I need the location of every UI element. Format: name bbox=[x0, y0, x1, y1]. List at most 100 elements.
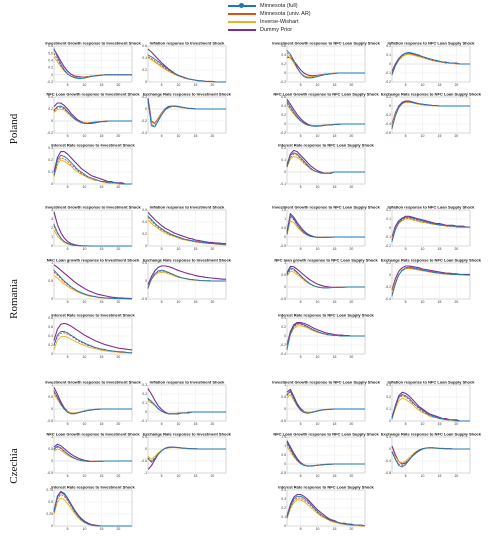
data-point bbox=[327, 172, 329, 174]
data-point bbox=[147, 54, 149, 56]
data-point bbox=[73, 244, 75, 246]
series-line bbox=[53, 445, 132, 462]
x-tick-label: 20 bbox=[117, 83, 121, 87]
data-point bbox=[177, 106, 180, 108]
y-tick-label: 0.2 bbox=[142, 232, 147, 236]
data-point bbox=[347, 335, 349, 337]
data-point bbox=[63, 240, 65, 243]
data-point bbox=[286, 273, 288, 275]
data-point bbox=[391, 127, 393, 130]
y-tick-label: 0.5 bbox=[281, 453, 286, 457]
data-point bbox=[124, 74, 126, 76]
legend-swatch bbox=[228, 29, 256, 31]
series-line bbox=[147, 265, 226, 285]
series-line bbox=[147, 212, 226, 245]
data-point bbox=[83, 460, 86, 462]
y-tick-label: 0.4 bbox=[48, 334, 53, 338]
x-tick-label: 5 bbox=[67, 474, 69, 478]
data-point bbox=[306, 500, 308, 502]
data-point bbox=[401, 54, 403, 56]
irf-chart: Exchange Rate response to Investment Sho… bbox=[141, 258, 232, 305]
data-point bbox=[411, 267, 413, 269]
data-point bbox=[327, 287, 329, 289]
data-point bbox=[327, 236, 329, 238]
x-tick-label: 5 bbox=[67, 247, 69, 251]
y-tick-label: -0.5 bbox=[47, 471, 53, 475]
data-point bbox=[147, 458, 149, 460]
series-line bbox=[391, 394, 470, 422]
series-line bbox=[391, 395, 470, 422]
y-tick-label: 0.3 bbox=[48, 146, 53, 150]
y-tick-label: 0.2 bbox=[142, 68, 147, 72]
data-point bbox=[391, 418, 393, 420]
data-point bbox=[347, 408, 349, 410]
data-point bbox=[167, 447, 169, 449]
y-tick-label: 0.5 bbox=[281, 273, 286, 277]
data-point bbox=[53, 344, 55, 346]
y-tick-label: 0.1 bbox=[386, 217, 391, 221]
data-point bbox=[421, 220, 424, 222]
x-tick-label: 15 bbox=[333, 247, 337, 251]
data-point bbox=[208, 242, 210, 244]
legend-marker bbox=[239, 3, 244, 8]
y-tick-label: 0.4 bbox=[281, 488, 286, 492]
data-point bbox=[114, 408, 116, 410]
y-tick-label: 0 bbox=[389, 226, 391, 230]
irf-chart: Inflation response to Investment Shock -0… bbox=[141, 380, 227, 426]
x-tick-label: 20 bbox=[211, 422, 215, 426]
data-point bbox=[432, 447, 434, 449]
data-point bbox=[73, 336, 75, 338]
data-point bbox=[104, 121, 106, 123]
data-point bbox=[218, 448, 220, 450]
x-tick-label: 15 bbox=[100, 527, 104, 531]
x-tick-label: 10 bbox=[316, 185, 320, 189]
data-point bbox=[83, 122, 86, 124]
x-tick-label: 15 bbox=[333, 422, 337, 426]
y-tick-label: 1 bbox=[284, 261, 286, 265]
y-tick-label: -0.1 bbox=[280, 182, 286, 186]
y-tick-label: 0.4 bbox=[48, 95, 53, 99]
y-tick-label: 0.5 bbox=[142, 435, 147, 439]
data-point bbox=[188, 107, 190, 109]
y-tick-label: 0.6 bbox=[48, 325, 53, 329]
x-tick-label: 10 bbox=[316, 355, 320, 359]
x-tick-label: 10 bbox=[83, 527, 87, 531]
x-tick-label: 15 bbox=[100, 300, 104, 304]
x-tick-label: 15 bbox=[100, 355, 104, 359]
series-line bbox=[286, 442, 365, 467]
data-point bbox=[316, 511, 319, 513]
chart-title: Exchange Rate response to Investment Sho… bbox=[143, 432, 232, 437]
chart-title: NFC Loan Growth response to Investment S… bbox=[46, 92, 140, 97]
y-tick-label: 0.6 bbox=[281, 95, 286, 99]
y-tick-label: 0.3 bbox=[281, 497, 286, 501]
plot-area bbox=[391, 262, 471, 300]
data-point bbox=[218, 243, 220, 245]
y-tick-label: -0.2 bbox=[385, 80, 391, 84]
data-point bbox=[94, 121, 96, 123]
x-tick-label: 20 bbox=[211, 247, 215, 251]
data-point bbox=[73, 510, 75, 512]
x-tick-label: 10 bbox=[83, 134, 87, 138]
x-tick-label: 5 bbox=[300, 83, 302, 87]
data-point bbox=[114, 245, 116, 247]
chart-title: Inflation response to Investment Shock bbox=[150, 380, 225, 385]
data-point bbox=[442, 224, 444, 226]
data-point bbox=[53, 511, 55, 513]
chart-title: NFC Loan Growth response to NFC Loan Sup… bbox=[273, 92, 379, 97]
irf-chart: Interest Rate response to NFC Loan Suppl… bbox=[278, 143, 374, 190]
x-tick-label: 20 bbox=[117, 134, 121, 138]
chart-title: Interest Rate response to Investment Sho… bbox=[51, 313, 135, 318]
y-tick-label: 0 bbox=[284, 71, 286, 75]
data-point bbox=[147, 99, 149, 101]
data-point bbox=[124, 298, 126, 300]
legend-item: Dummy Prior bbox=[228, 26, 348, 34]
x-tick-label: 15 bbox=[100, 474, 104, 478]
chart-title: Interest Rate response to NFC Loan Suppl… bbox=[278, 143, 374, 148]
data-point bbox=[347, 123, 349, 125]
data-point bbox=[401, 466, 403, 468]
data-point bbox=[452, 273, 454, 275]
x-tick-label: 15 bbox=[333, 355, 337, 359]
irf-chart: Investment Growth response to NFC Loan S… bbox=[272, 380, 380, 427]
data-point bbox=[296, 495, 298, 497]
data-point bbox=[337, 236, 339, 238]
